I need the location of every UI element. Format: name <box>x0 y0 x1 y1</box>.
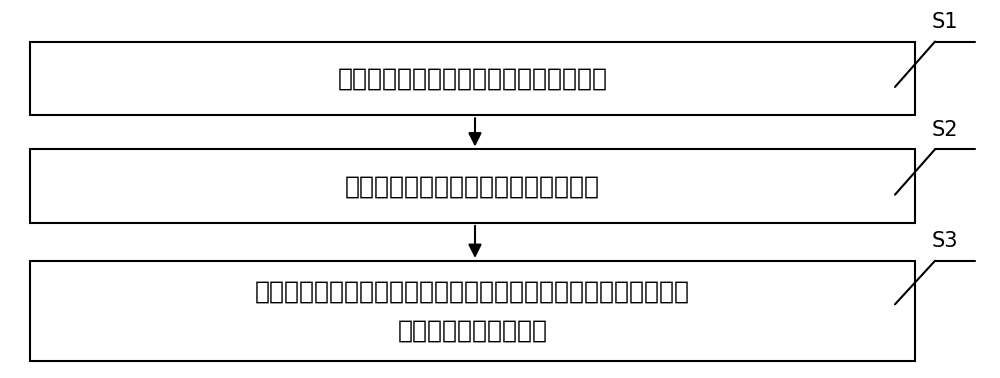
Bar <box>30 42 915 115</box>
Text: 确定智能超表面各个反射单元的反射系数: 确定智能超表面各个反射单元的反射系数 <box>338 67 608 90</box>
Text: S3: S3 <box>932 231 958 251</box>
Bar <box>30 261 915 361</box>
Bar <box>30 149 915 223</box>
Text: S1: S1 <box>932 12 958 32</box>
Text: 通过时分复用的方式，将所述控制信号并行输出到智能超表面，以
控制所述各个反射单元: 通过时分复用的方式，将所述控制信号并行输出到智能超表面，以 控制所述各个反射单元 <box>255 279 690 342</box>
Text: 将所述反射系数转换成相应的控制信号: 将所述反射系数转换成相应的控制信号 <box>345 174 600 198</box>
Text: S2: S2 <box>932 120 958 140</box>
